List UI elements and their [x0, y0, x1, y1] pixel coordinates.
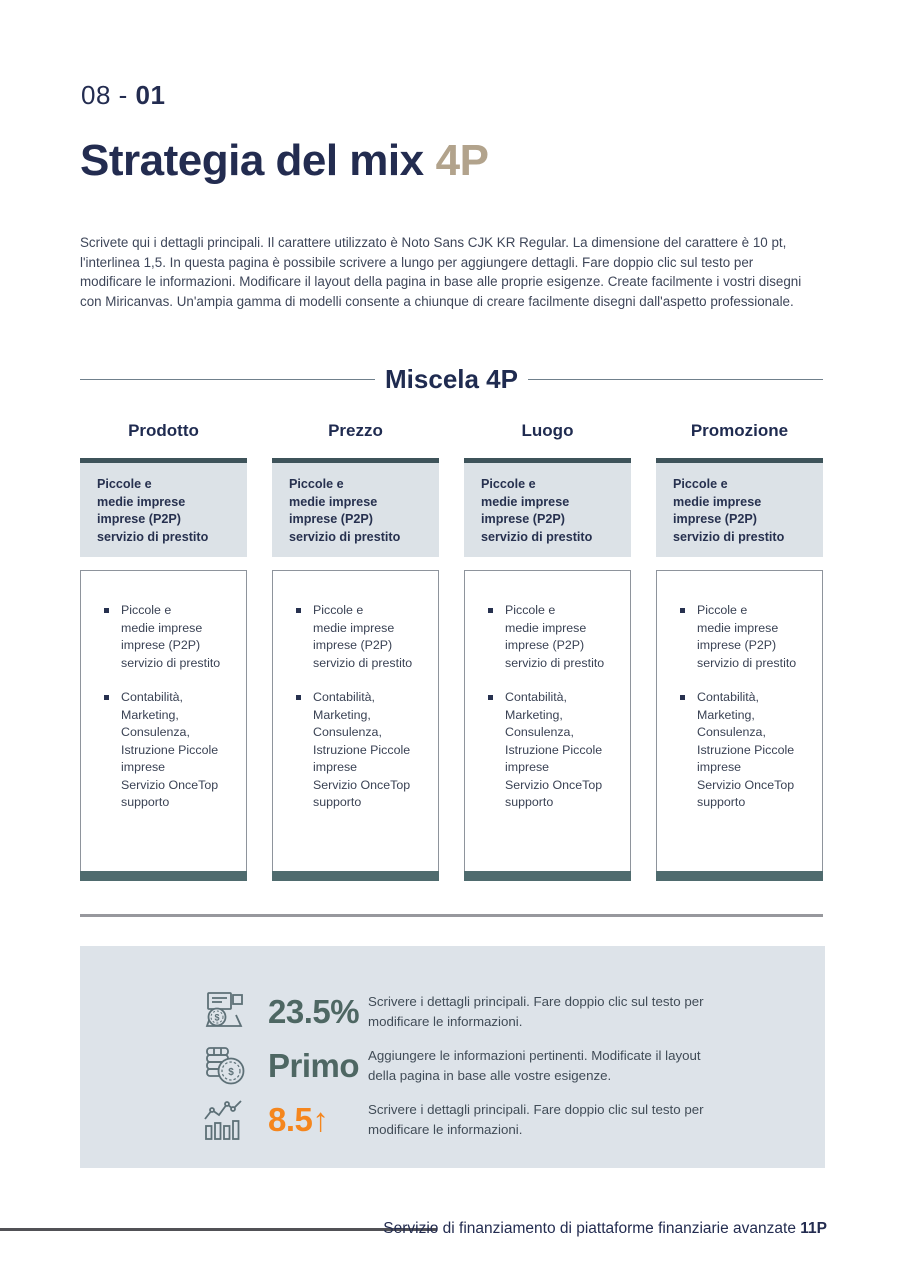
section-number: 08 - 01 — [81, 80, 165, 111]
page-title: Strategia del mix 4P — [80, 136, 489, 186]
stat-description: Aggiungere le informazioni pertinenti. M… — [368, 1048, 701, 1083]
left-rule — [80, 378, 376, 381]
intro-paragraph: Scrivete qui i dettagli principali. Il c… — [80, 235, 802, 309]
square-bullet-icon — [488, 608, 493, 613]
column-header: Promozione — [690, 421, 789, 440]
bullet-text: Contabilità, Marketing, Consulenza, Istr… — [313, 690, 411, 809]
svg-text:$: $ — [228, 1067, 234, 1078]
square-bullet-icon — [104, 695, 109, 700]
column-bottom-bar — [656, 871, 823, 881]
column-detail-box: Piccole e medie imprese imprese (P2P) se… — [656, 570, 823, 881]
coin-stack-icon: $ — [200, 1042, 248, 1090]
column-summary-card: Piccole e medie imprese imprese (P2P) se… — [272, 458, 439, 557]
footer-label: Servizio di finanziamento di piattaforme… — [383, 1220, 801, 1237]
column-summary-text: Piccole e medie imprese imprese (P2P) se… — [289, 477, 401, 544]
square-bullet-icon — [296, 608, 301, 613]
list-item: Contabilità, Marketing, Consulenza, Istr… — [104, 689, 236, 812]
column-detail-box: Piccole e medie imprese imprese (P2P) se… — [80, 570, 247, 881]
section-divider — [80, 914, 823, 917]
page-title-main: Strategia del mix — [80, 136, 424, 185]
stat-row: 8.5↑ Scrivere i dettagli principali. Far… — [200, 1094, 825, 1146]
stat-row: $ Primo Aggiungere le informazioni perti… — [200, 1040, 825, 1092]
bullet-text: Piccole e medie imprese imprese (P2P) se… — [505, 603, 605, 670]
page-title-accent: 4P — [435, 136, 489, 185]
column-detail-box: Piccole e medie imprese imprese (P2P) se… — [464, 570, 631, 881]
list-item: Piccole e medie imprese imprese (P2P) se… — [680, 602, 812, 672]
column-header: Luogo — [521, 421, 574, 440]
stats-panel: $ 23.5% Scrivere i dettagli principali. … — [80, 946, 825, 1168]
mix-column: Prezzo Piccole e medie imprese imprese (… — [272, 421, 439, 881]
section-number-prefix: 08 - — [81, 80, 136, 110]
square-bullet-icon — [296, 695, 301, 700]
square-bullet-icon — [680, 695, 685, 700]
column-header: Prezzo — [328, 421, 383, 440]
column-detail-box: Piccole e medie imprese imprese (P2P) se… — [272, 570, 439, 881]
column-bottom-bar — [80, 871, 247, 881]
footer-page-number: 11P — [800, 1220, 827, 1237]
column-bottom-bar — [464, 871, 631, 881]
column-header: Prodotto — [128, 421, 199, 440]
list-item: Contabilità, Marketing, Consulenza, Istr… — [296, 689, 428, 812]
mix-columns-grid: Prodotto Piccole e medie imprese imprese… — [80, 421, 823, 881]
right-rule — [528, 378, 824, 381]
mix-section-header: Miscela 4P — [80, 364, 824, 395]
svg-text:$: $ — [214, 1013, 219, 1023]
stat-row: $ 23.5% Scrivere i dettagli principali. … — [200, 986, 825, 1038]
stat-value: 23.5% — [268, 993, 360, 1030]
footer-rule — [0, 1228, 437, 1231]
bullet-text: Piccole e medie imprese imprese (P2P) se… — [697, 603, 797, 670]
bullet-text: Piccole e medie imprese imprese (P2P) se… — [313, 603, 413, 670]
bullet-text: Contabilità, Marketing, Consulenza, Istr… — [121, 690, 219, 809]
bullet-text: Contabilità, Marketing, Consulenza, Istr… — [697, 690, 795, 809]
square-bullet-icon — [680, 608, 685, 613]
mix-section-title: Miscela 4P — [385, 364, 518, 394]
square-bullet-icon — [488, 695, 493, 700]
stat-description: Scrivere i dettagli principali. Fare dop… — [368, 1102, 704, 1137]
column-bottom-bar — [272, 871, 439, 881]
column-summary-text: Piccole e medie imprese imprese (P2P) se… — [673, 477, 785, 544]
stat-value: Primo — [268, 1047, 360, 1084]
mix-column: Luogo Piccole e medie imprese imprese (P… — [464, 421, 631, 881]
column-summary-text: Piccole e medie imprese imprese (P2P) se… — [97, 477, 209, 544]
column-summary-text: Piccole e medie imprese imprese (P2P) se… — [481, 477, 593, 544]
list-item: Piccole e medie imprese imprese (P2P) se… — [488, 602, 620, 672]
pos-receipt-coin-icon: $ — [200, 988, 248, 1036]
stat-description: Scrivere i dettagli principali. Fare dop… — [368, 994, 704, 1029]
list-item: Contabilità, Marketing, Consulenza, Istr… — [488, 689, 620, 812]
column-summary-card: Piccole e medie imprese imprese (P2P) se… — [656, 458, 823, 557]
square-bullet-icon — [104, 608, 109, 613]
list-item: Piccole e medie imprese imprese (P2P) se… — [296, 602, 428, 672]
list-item: Piccole e medie imprese imprese (P2P) se… — [104, 602, 236, 672]
bullet-text: Contabilità, Marketing, Consulenza, Istr… — [505, 690, 603, 809]
footer: Servizio di finanziamento di piattaforme… — [383, 1220, 827, 1238]
list-item: Contabilità, Marketing, Consulenza, Istr… — [680, 689, 812, 812]
growth-chart-icon — [200, 1096, 248, 1144]
section-number-bold: 01 — [135, 80, 166, 110]
mix-column: Prodotto Piccole e medie imprese imprese… — [80, 421, 247, 881]
stat-value: 8.5↑ — [268, 1101, 329, 1138]
bullet-text: Piccole e medie imprese imprese (P2P) se… — [121, 603, 221, 670]
column-summary-card: Piccole e medie imprese imprese (P2P) se… — [464, 458, 631, 557]
column-summary-card: Piccole e medie imprese imprese (P2P) se… — [80, 458, 247, 557]
mix-column: Promozione Piccole e medie imprese impre… — [656, 421, 823, 881]
